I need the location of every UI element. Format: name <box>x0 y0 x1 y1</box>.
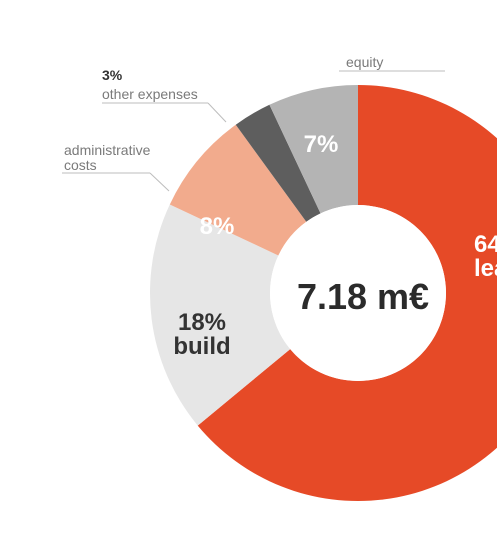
callout-line-other-diag <box>207 102 227 123</box>
callout-admin-line2: costs <box>64 157 97 173</box>
donut-center-total: 7.18 m€ <box>297 276 429 317</box>
callout-line-admin-diag <box>149 172 170 192</box>
slice-label-admin: 8% <box>200 213 235 240</box>
callout-equity: equity <box>346 54 383 70</box>
donut-slices <box>150 85 497 501</box>
slice-label-build-name: build <box>173 333 230 360</box>
donut-hole <box>270 205 446 381</box>
slice-label-build: 18% <box>178 309 226 336</box>
donut-slice-build <box>150 204 291 426</box>
slice-label-leasing: 64% <box>474 231 497 258</box>
donut-slice-equity <box>269 85 358 214</box>
slice-label-equity: 7% <box>304 131 339 158</box>
donut-slice-admin <box>169 124 307 256</box>
slice-label-leasing-name: leasing <box>474 255 497 282</box>
callout-admin-line1: administrative <box>64 142 151 158</box>
callout-other-name: other expenses <box>102 86 198 102</box>
callout-other-percent: 3% <box>102 67 123 83</box>
donut-slice-other <box>235 104 321 222</box>
donut-slice-leasing <box>197 85 497 501</box>
